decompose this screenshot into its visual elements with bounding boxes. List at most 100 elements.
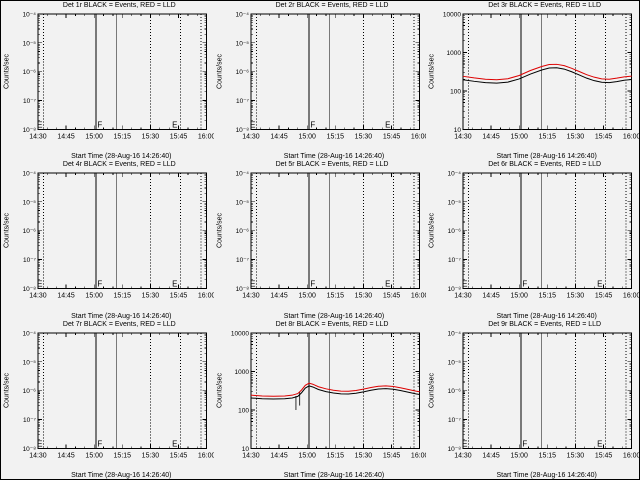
x-tick-label: 15:15 — [114, 133, 132, 140]
y-tick-label: 10⁻⁸ — [235, 286, 249, 293]
event-marker-F: F — [97, 120, 102, 129]
x-tick-label: 15:45 — [595, 452, 613, 459]
x-tick-label: 14:30 — [455, 133, 473, 140]
x-tick-label: 14:30 — [29, 133, 47, 140]
y-tick-label: 10⁻⁵ — [23, 40, 37, 47]
panel-title: Det 6r BLACK = Events, RED = LLD — [488, 161, 602, 169]
x-tick-label: 14:45 — [483, 293, 501, 300]
y-tick-label: 10⁻⁸ — [448, 286, 462, 293]
x-tick-label: 15:30 — [142, 293, 160, 300]
y-tick-label: 10⁻⁵ — [23, 200, 37, 207]
x-tick-label: 15:45 — [170, 293, 188, 300]
event-marker-E: E — [172, 280, 177, 289]
event-marker-E: E — [37, 120, 42, 129]
plot-frame — [250, 13, 420, 130]
panel-title: Det 2r BLACK = Events, RED = LLD — [275, 2, 389, 9]
event-marker-E: E — [385, 280, 390, 289]
plot-frame — [250, 332, 420, 449]
x-tick-label: 14:30 — [29, 293, 47, 300]
panel-title: Det 9r BLACK = Events, RED = LLD — [488, 320, 602, 328]
y-tick-label: 10⁻⁵ — [235, 40, 249, 47]
x-tick-label: 15:00 — [85, 452, 103, 459]
x-tick-label: 15:30 — [567, 133, 585, 140]
y-tick-label: 1000 — [234, 369, 249, 376]
x-tick-label: 14:45 — [57, 293, 75, 300]
panel-det-8r: Det 8r BLACK = Events, RED = LLD Counts/… — [214, 320, 426, 479]
x-tick-label: 14:30 — [455, 293, 473, 300]
y-tick-label: 10000 — [231, 330, 249, 337]
x-tick-label: 15:15 — [114, 293, 132, 300]
event-marker-E: E — [597, 280, 602, 289]
y-tick-label: 10⁻⁴ — [235, 11, 249, 18]
x-tick-label: 15:15 — [539, 133, 557, 140]
series-events — [463, 67, 633, 84]
plot-area: 14:30 14:45 15:00 15:15 15:30 15:45 16:00 10000… — [443, 11, 639, 140]
x-tick-label: 15:15 — [326, 293, 344, 300]
panel-det-9r: Det 9r BLACK = Events, RED = LLD Counts/… — [426, 320, 639, 479]
x-tick-label: 14:30 — [29, 452, 47, 459]
series-events — [250, 385, 420, 400]
x-tick-label: 15:45 — [595, 293, 613, 300]
event-marker-F: F — [523, 280, 528, 289]
event-marker-F: F — [97, 439, 102, 448]
x-tick-label: 16:00 — [411, 293, 427, 300]
y-tick-label: 10⁻⁵ — [235, 200, 249, 207]
y-tick-label: 10⁻⁶ — [448, 388, 462, 395]
y-tick-label: 10⁻⁶ — [23, 229, 37, 236]
panel-det-3r: Det 3r BLACK = Events, RED = LLD Counts/… — [426, 1, 639, 160]
panel-det-7r: Det 7r BLACK = Events, RED = LLD Counts/… — [1, 320, 214, 479]
panel-title: Det 8r BLACK = Events, RED = LLD — [275, 320, 389, 328]
x-tick-label: 14:45 — [483, 452, 501, 459]
plot-area: 14:30 14:45 15:00 15:15 15:30 15:45 16:00 10⁻⁴ 1… — [23, 171, 214, 300]
x-tick-label: 15:30 — [142, 133, 160, 140]
event-marker-F: F — [310, 120, 315, 129]
x-axis-label: Start Time (28-Aug-16 14:26:40) — [71, 153, 172, 161]
y-tick-label: 10⁻⁸ — [235, 127, 249, 134]
x-tick-label: 16:00 — [198, 133, 214, 140]
x-axis-label: Start Time (28-Aug-16 14:26:40) — [283, 312, 385, 320]
x-tick-label: 15:45 — [170, 452, 188, 459]
x-tick-label: 15:15 — [539, 293, 557, 300]
y-tick-label: 10⁻⁷ — [448, 257, 462, 264]
panel-det-2r: Det 2r BLACK = Events, RED = LLD Counts/… — [214, 1, 427, 160]
y-tick-label: 10⁻⁷ — [236, 98, 250, 105]
event-marker-E: E — [250, 280, 255, 289]
x-tick-label: 15:15 — [326, 452, 344, 459]
event-marker-E: E — [37, 439, 42, 448]
panel-title: Det 1r BLACK = Events, RED = LLD — [62, 2, 176, 9]
panel-title: Det 3r BLACK = Events, RED = LLD — [488, 2, 602, 9]
x-tick-label: 15:45 — [170, 133, 188, 140]
plot-frame — [462, 13, 633, 130]
y-tick-label: 10⁻⁶ — [448, 229, 462, 236]
event-marker-F: F — [97, 280, 102, 289]
event-marker-E: E — [462, 280, 467, 289]
plot-area: 14:30 14:45 15:00 15:15 15:30 15:45 16:00 10⁻⁴ 1… — [235, 171, 427, 300]
y-tick-label: 10000 — [443, 11, 461, 18]
x-tick-label: 15:15 — [114, 452, 132, 459]
plot-frame — [462, 172, 633, 290]
plot-area: 14:30 14:45 15:00 15:15 15:30 15:45 16:00 10⁻⁴ 1… — [23, 11, 214, 140]
x-axis-label: Start Time (28-Aug-16 14:26:40) — [496, 471, 597, 479]
x-tick-label: 16:00 — [623, 133, 639, 140]
event-marker-E: E — [172, 439, 177, 448]
y-tick-label: 10⁻⁸ — [23, 127, 37, 134]
x-axis-label: Start Time (28-Aug-16 14:26:40) — [496, 153, 597, 161]
plot-area: 14:30 14:45 15:00 15:15 15:30 15:45 16:00 10⁻⁴ 1… — [448, 171, 639, 300]
y-tick-label: 10 — [241, 446, 249, 453]
plot-frame — [37, 332, 208, 449]
y-tick-label: 10⁻⁸ — [23, 286, 37, 293]
y-tick-label: 10⁻⁵ — [448, 359, 462, 366]
plot-area: 14:30 14:45 15:00 15:15 15:30 15:45 16:00 10⁻⁴ 1… — [448, 330, 639, 459]
y-tick-label: 10⁻⁵ — [448, 200, 462, 207]
event-marker-E: E — [462, 439, 467, 448]
x-tick-label: 14:30 — [242, 133, 260, 140]
y-tick-label: 10⁻⁴ — [23, 11, 37, 18]
event-marker-E: E — [37, 280, 42, 289]
plot-frame — [250, 172, 420, 290]
event-marker-F: F — [310, 280, 315, 289]
y-tick-label: 10⁻⁷ — [23, 417, 37, 424]
x-tick-label: 15:00 — [85, 133, 103, 140]
x-tick-label: 16:00 — [411, 133, 427, 140]
